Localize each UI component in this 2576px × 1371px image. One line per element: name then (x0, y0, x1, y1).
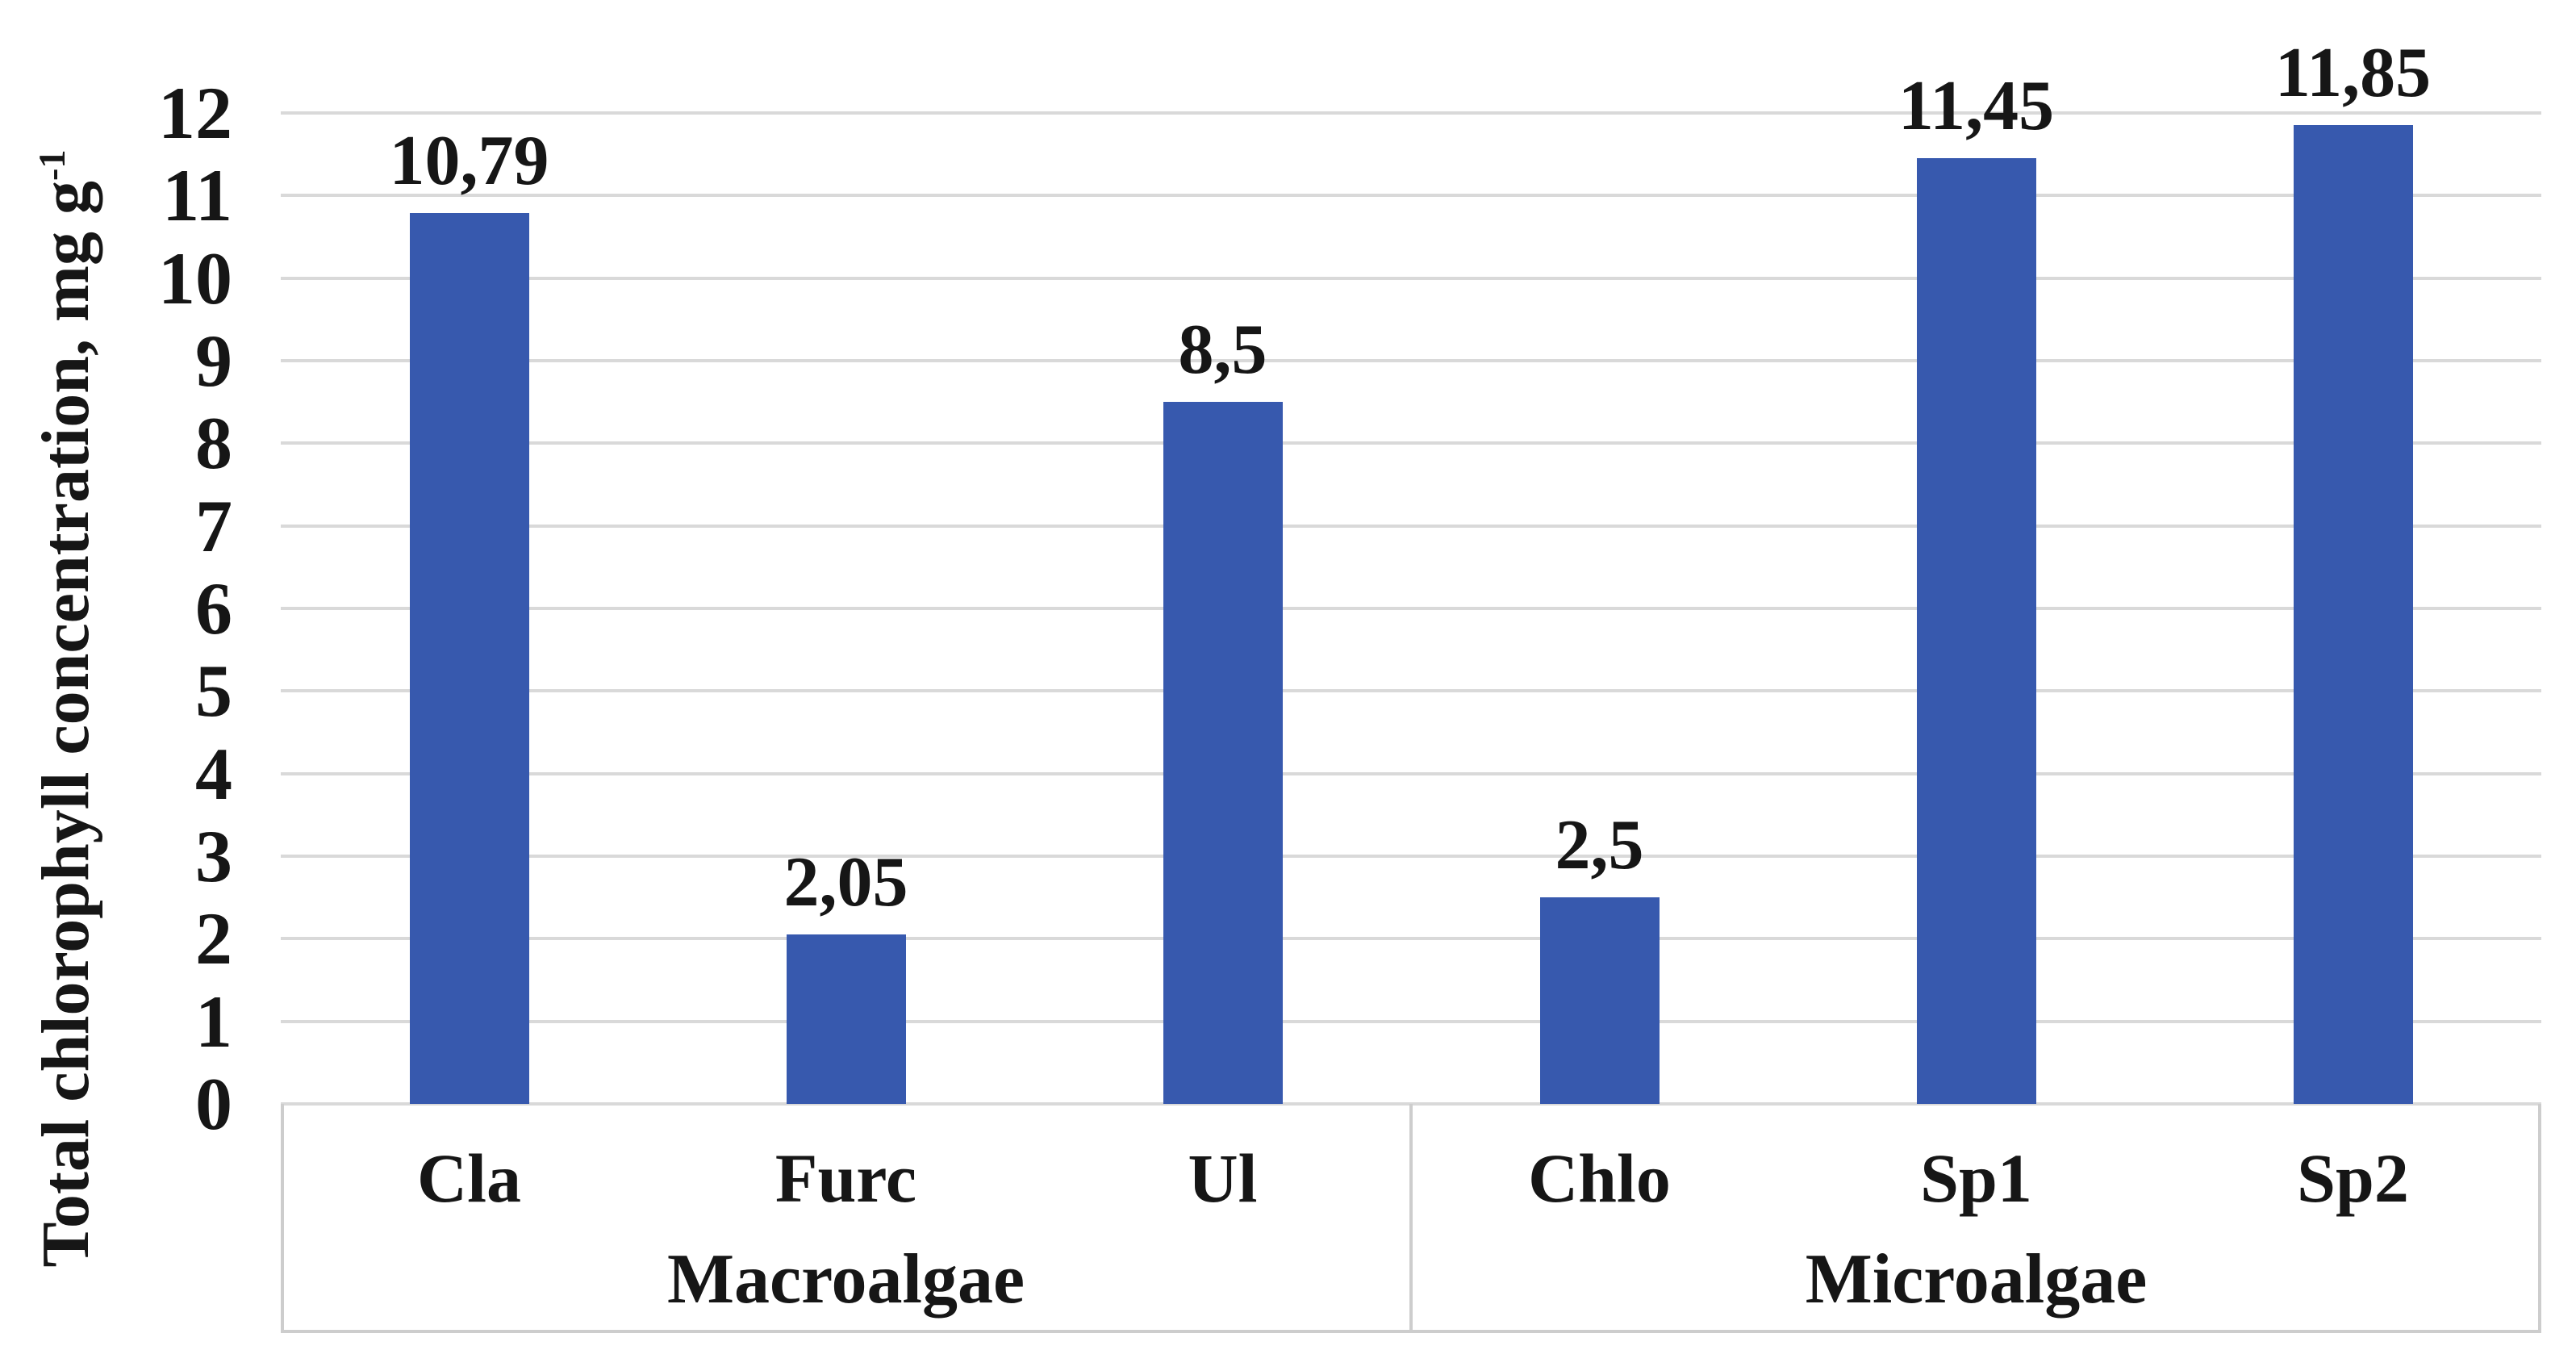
y-tick-label: 0 (195, 1063, 232, 1145)
gridline (281, 276, 2541, 280)
gridline (281, 855, 2541, 858)
bar-value-label: 11,85 (2274, 34, 2432, 113)
group-label: Microalgae (1805, 1240, 2148, 1319)
gridline (281, 524, 2541, 528)
y-tick-label: 10 (158, 236, 232, 320)
bar-value-label: 2,5 (1555, 806, 1644, 885)
category-label: Chlo (1528, 1139, 1671, 1217)
group-label: Macroalgae (666, 1240, 1025, 1319)
y-tick-label: 9 (195, 320, 232, 402)
y-tick-label: 3 (195, 815, 232, 897)
group-divider (1409, 1104, 1413, 1333)
y-tick-label: 8 (195, 402, 232, 485)
y-tick-label: 4 (195, 732, 232, 815)
bar-value-label: 8,5 (1178, 311, 1267, 390)
y-tick-label: 7 (195, 484, 232, 567)
y-tick-label: 5 (195, 650, 232, 733)
gridline (281, 359, 2541, 362)
gridline (281, 607, 2541, 610)
gridline (281, 441, 2541, 445)
axis-box-left-border (281, 1104, 284, 1333)
gridline (281, 194, 2541, 198)
bar-value-label: 2,05 (783, 843, 908, 922)
bar (409, 212, 529, 1104)
gridline (281, 111, 2541, 115)
gridline (281, 771, 2541, 775)
y-tick-label: 6 (195, 567, 232, 650)
category-label: Cla (417, 1139, 521, 1217)
bar-value-label: 11,45 (1898, 67, 2055, 146)
axis-box-right-border (2538, 1104, 2541, 1333)
bar (1916, 158, 2036, 1104)
y-tick-label: 1 (195, 980, 232, 1063)
bar (1539, 897, 1660, 1104)
bar (1163, 402, 1283, 1104)
y-tick-label: 11 (162, 154, 232, 237)
category-label: Sp2 (2297, 1139, 2409, 1217)
bar (2293, 125, 2413, 1104)
gridline (281, 937, 2541, 941)
category-label: Ul (1188, 1139, 1258, 1217)
y-tick-label: 12 (158, 72, 232, 154)
category-label: Furc (774, 1139, 917, 1217)
bar-value-label: 10,79 (389, 121, 549, 200)
gridline (281, 689, 2541, 693)
category-label: Sp1 (1920, 1139, 2032, 1217)
bar (786, 934, 906, 1104)
gridline (281, 1019, 2541, 1023)
y-tick-label: 2 (195, 897, 232, 980)
